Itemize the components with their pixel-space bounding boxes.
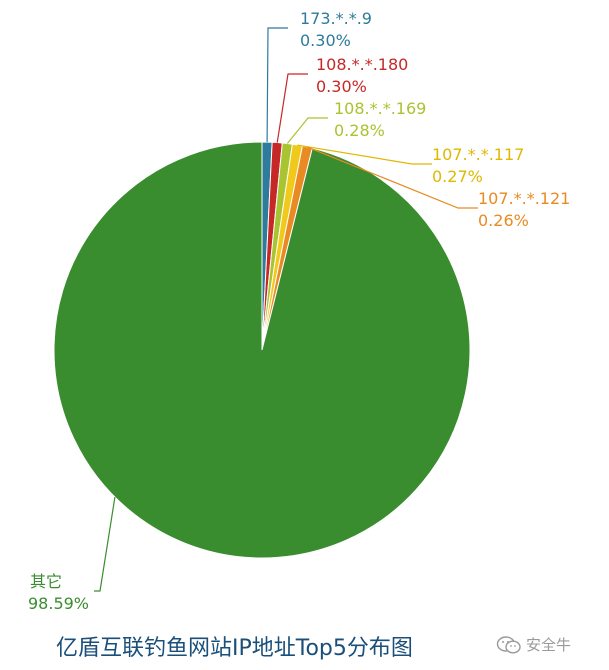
chart-caption: 亿盾互联钓鱼网站IP地址Top5分布图 安全牛 xyxy=(0,628,609,662)
pie-chart: 173.*.*.9 0.30% 108.*.*.180 0.30% 108.*.*.16… xyxy=(28,9,570,613)
slice-percent-label: 0.26% xyxy=(478,211,529,230)
watermark-text: 安全牛 xyxy=(526,636,572,654)
slice-name-label: 108.*.*.180 xyxy=(316,55,408,74)
leader-line xyxy=(307,146,478,209)
wechat-icon xyxy=(496,635,521,654)
slice-percent-label: 0.27% xyxy=(432,167,483,186)
leader-line xyxy=(297,144,432,165)
slice-name-label: 其它 xyxy=(30,572,62,591)
slice-percent-label: 0.30% xyxy=(316,77,367,96)
slice-name-label: 108.*.*.169 xyxy=(334,99,426,118)
pie-slice xyxy=(53,141,471,559)
slice-percent-label: 98.59% xyxy=(28,594,89,613)
watermark: 安全牛 xyxy=(496,634,571,655)
slice-name-label: 107.*.*.117 xyxy=(432,145,524,164)
leader-line xyxy=(266,27,288,143)
slice-percent-label: 0.28% xyxy=(334,121,385,140)
slice-percent-label: 0.30% xyxy=(300,31,351,50)
leader-line xyxy=(94,496,116,592)
leader-line xyxy=(286,117,328,144)
chart-title: 亿盾互联钓鱼网站IP地址Top5分布图 xyxy=(56,636,413,661)
leader-line xyxy=(276,73,308,143)
slice-name-label: 107.*.*.121 xyxy=(478,189,570,208)
slice-name-label: 173.*.*.9 xyxy=(300,9,372,28)
